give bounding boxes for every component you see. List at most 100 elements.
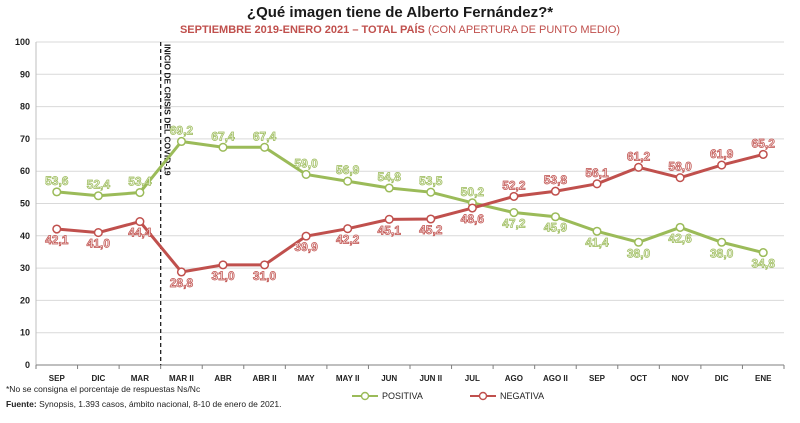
x-tick-label: DIC xyxy=(91,374,105,383)
data-label: 42,1 xyxy=(45,233,69,247)
y-tick-label: 60 xyxy=(20,166,30,176)
data-point xyxy=(343,224,353,234)
data-label: 38,0 xyxy=(627,246,651,260)
data-point xyxy=(260,142,270,152)
data-label: 56,1 xyxy=(585,166,609,180)
y-tick-label: 50 xyxy=(20,199,30,209)
data-point xyxy=(218,142,228,152)
data-label: 67,4 xyxy=(211,129,235,143)
covid-annotation: INICIO DE CRISIS DEL COVID-19 xyxy=(163,44,173,176)
data-point xyxy=(301,169,311,179)
x-tick-label: JUN xyxy=(381,374,397,383)
legend-marker xyxy=(478,391,488,401)
data-point xyxy=(52,187,62,197)
data-label: 48,6 xyxy=(461,212,485,226)
series-line xyxy=(56,139,764,255)
data-label: 67,4 xyxy=(253,129,277,143)
footnote-source: Fuente: Synopsis, 1.393 casos, ámbito na… xyxy=(6,399,282,409)
data-point xyxy=(93,191,103,201)
data-label: 53,4 xyxy=(128,175,152,189)
data-point xyxy=(717,160,727,170)
data-point xyxy=(509,207,519,218)
y-tick-label: 0 xyxy=(25,360,30,370)
data-label: 44,4 xyxy=(128,226,152,240)
data-point xyxy=(301,231,311,241)
data-label: 41,4 xyxy=(585,235,609,249)
data-label: 56,9 xyxy=(336,163,360,177)
y-tick-label: 80 xyxy=(20,102,30,112)
data-point xyxy=(135,187,145,198)
x-tick-label: ENE xyxy=(755,374,772,383)
data-label: 54,8 xyxy=(378,170,402,184)
covid-marker: INICIO DE CRISIS DEL COVID-19 xyxy=(160,42,173,365)
data-point xyxy=(426,214,436,224)
x-tick-label: AGO xyxy=(505,374,523,383)
data-label: 45,9 xyxy=(544,221,568,235)
data-point xyxy=(384,183,394,193)
data-point xyxy=(550,212,560,222)
data-label: 42,6 xyxy=(668,231,692,245)
data-point xyxy=(52,224,62,234)
x-tick-label: ABR II xyxy=(253,374,277,383)
data-point xyxy=(675,222,685,232)
legend-label: NEGATIVA xyxy=(500,391,544,401)
data-label: 61,2 xyxy=(627,149,651,163)
chart-title: ¿Qué imagen tiene de Alberto Fernández?* xyxy=(246,4,554,21)
data-point xyxy=(343,176,353,186)
grid-lines xyxy=(36,41,784,366)
data-point xyxy=(176,267,186,277)
data-point xyxy=(384,214,394,224)
data-label: 61,9 xyxy=(710,147,734,161)
chart-subtitle: SEPTIEMBRE 2019-ENERO 2021 – TOTAL PAÍS … xyxy=(0,24,800,36)
legend-label: POSITIVA xyxy=(382,391,423,401)
data-label: 38,0 xyxy=(710,246,734,260)
data-label: 41,0 xyxy=(87,237,111,251)
data-label: 65,2 xyxy=(752,136,776,150)
data-point xyxy=(135,217,145,227)
data-label: 59,0 xyxy=(294,156,318,170)
x-tick-label: AGO II xyxy=(543,374,568,383)
data-label: 28,8 xyxy=(170,276,194,290)
x-tick-label: MAY II xyxy=(336,374,360,383)
y-tick-label: 90 xyxy=(20,69,30,79)
data-point xyxy=(717,237,727,247)
x-tick-label: SEP xyxy=(49,374,66,383)
legend-marker xyxy=(360,391,370,401)
x-axis: SEP DIC MAR MAR II ABR ABR II MAY MAY II JUN JUN … xyxy=(35,365,785,383)
legend: POSITIVA NEGATIVA xyxy=(352,391,544,401)
data-point xyxy=(758,248,768,258)
data-label: 34,8 xyxy=(752,257,776,271)
y-tick-label: 10 xyxy=(20,328,30,338)
data-label: 53,6 xyxy=(45,174,69,188)
series-positiva: 53,6 52,4 53,4 69,2 67,4 67,4 59,0 56,9 54,8 53,5… xyxy=(45,123,776,271)
subtitle-note: (CON APERTURA DE PUNTO MEDIO) xyxy=(427,24,621,36)
y-tick-label: 40 xyxy=(20,231,30,241)
data-label: 53,5 xyxy=(419,174,443,188)
x-tick-label: MAR xyxy=(131,374,149,383)
data-point xyxy=(260,260,270,270)
data-point xyxy=(675,173,685,183)
data-point xyxy=(592,226,602,236)
data-label: 52,4 xyxy=(87,178,111,192)
x-tick-label: NOV xyxy=(671,374,689,383)
x-tick-label: MAY xyxy=(298,374,316,383)
data-point xyxy=(758,149,768,159)
data-point xyxy=(509,191,519,201)
x-tick-label: SEP xyxy=(589,374,606,383)
data-point xyxy=(93,228,103,238)
series-layer: 53,6 52,4 53,4 69,2 67,4 67,4 59,0 56,9 54,8 53,5… xyxy=(45,123,776,290)
data-label: 45,2 xyxy=(419,223,443,237)
data-label: 39,9 xyxy=(294,240,318,254)
data-point xyxy=(592,179,602,189)
data-label: 50,2 xyxy=(461,185,485,199)
series-negativa: 42,1 41,0 44,4 28,8 31,0 31,0 39,9 42,2 45,1 45,2… xyxy=(45,136,776,290)
x-tick-label: DIC xyxy=(715,374,729,383)
subtitle-main: SEPTIEMBRE 2019-ENERO 2021 – TOTAL PAÍS xyxy=(179,24,425,36)
x-tick-label: MAR II xyxy=(169,374,194,383)
y-tick-label: 20 xyxy=(20,295,30,305)
data-point xyxy=(218,260,228,270)
data-point xyxy=(634,237,644,247)
data-label: 31,0 xyxy=(253,269,277,283)
